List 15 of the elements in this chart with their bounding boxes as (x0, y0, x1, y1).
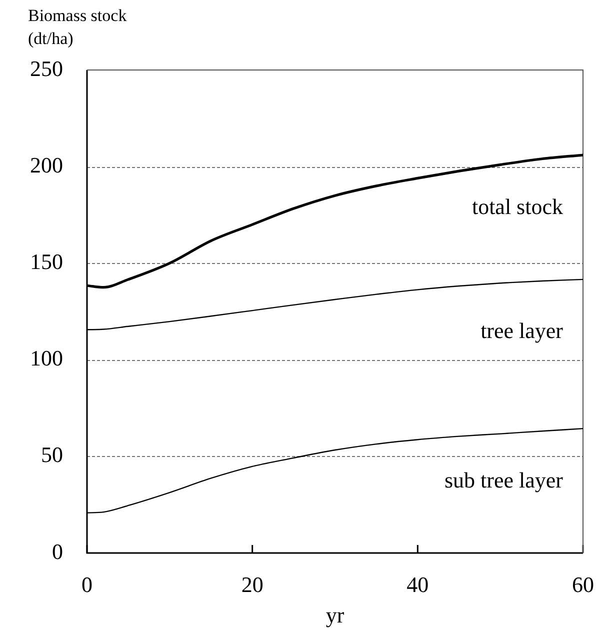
y-axis-title: Biomass stock (dt/ha) (28, 5, 128, 50)
y-tick-label: 100 (30, 346, 63, 371)
x-tick-label: 0 (82, 572, 92, 597)
x-tick-label: 60 (572, 572, 594, 597)
y-tick-label: 250 (30, 56, 63, 81)
y-tick-label: 200 (30, 152, 63, 178)
series-label: sub tree layer (444, 467, 564, 492)
y-tick-label: 50 (41, 442, 63, 468)
series-label: total stock (472, 194, 563, 219)
x-axis-title: yr (326, 602, 345, 628)
y-tick-label: 0 (52, 538, 63, 564)
x-tick-label: 20 (241, 572, 264, 597)
series-label: tree layer (480, 318, 564, 344)
x-tick-label: 40 (406, 572, 429, 597)
y-tick-label: 150 (30, 248, 63, 274)
